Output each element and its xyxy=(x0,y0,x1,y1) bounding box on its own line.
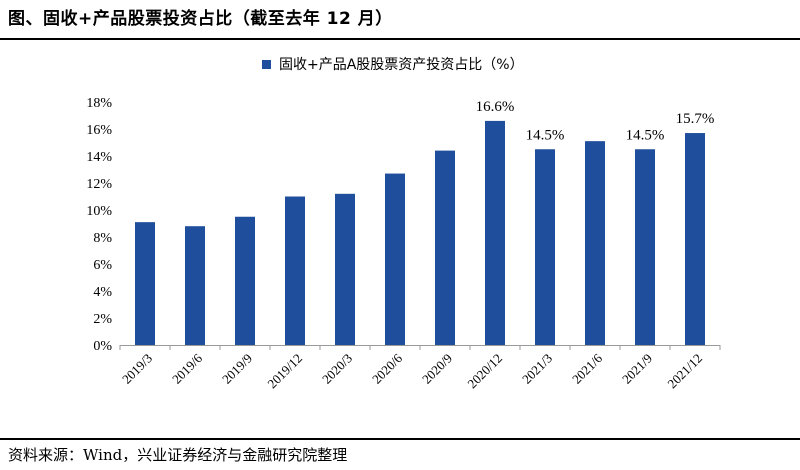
y-tick-label: 14% xyxy=(86,150,112,165)
y-tick-label: 2% xyxy=(93,312,112,327)
data-label: 16.6% xyxy=(476,99,515,115)
x-tick-label: 2021/12 xyxy=(664,351,705,392)
y-tick-label: 18% xyxy=(86,96,112,111)
y-tick-label: 0% xyxy=(93,339,112,354)
y-tick-label: 6% xyxy=(93,258,112,273)
x-tick-label: 2019/6 xyxy=(169,350,205,386)
y-tick-label: 10% xyxy=(86,204,112,219)
x-tick-label: 2021/6 xyxy=(569,350,605,386)
bar xyxy=(185,226,205,345)
bar xyxy=(335,193,355,345)
bottom-rule xyxy=(0,438,800,440)
y-tick-label: 8% xyxy=(93,231,112,246)
y-tick-label: 16% xyxy=(86,123,112,138)
y-tick-label: 4% xyxy=(93,285,112,300)
data-label: 14.5% xyxy=(526,127,565,143)
x-tick-label: 2019/3 xyxy=(119,351,155,387)
x-tick-label: 2021/9 xyxy=(619,351,655,387)
x-tick-label: 2020/6 xyxy=(369,350,405,386)
bar xyxy=(285,196,305,345)
bar xyxy=(135,222,155,345)
data-label: 15.7% xyxy=(676,111,715,127)
x-tick-label: 2019/9 xyxy=(219,351,255,387)
legend-label: 固收+产品A股股票资产投资占比（%） xyxy=(279,57,524,73)
data-label: 14.5% xyxy=(626,127,665,143)
x-tick-label: 2020/12 xyxy=(464,351,505,392)
x-tick-label: 2020/3 xyxy=(319,351,355,387)
source-note: 资料来源：Wind，兴业证券经济与金融研究院整理 xyxy=(8,446,348,464)
top-rule xyxy=(0,38,800,40)
bar xyxy=(235,216,255,345)
x-tick-label: 2019/12 xyxy=(264,351,305,392)
bar xyxy=(435,150,455,345)
x-tick-label: 2020/9 xyxy=(419,351,455,387)
bar xyxy=(585,141,605,345)
y-tick-label: 12% xyxy=(86,177,112,192)
bar xyxy=(635,149,655,345)
figure-title: 图、固收+产品股票投资占比（截至去年 12 月） xyxy=(8,9,393,29)
bar xyxy=(385,173,405,345)
x-tick-label: 2021/3 xyxy=(519,351,555,387)
bar xyxy=(685,133,705,345)
bar-chart: 固收+产品A股股票资产投资占比（%） 0% 2% 4% 6% 8% 10% 12% 14% 16%… xyxy=(86,57,721,392)
legend-swatch xyxy=(262,60,271,69)
bar xyxy=(535,149,555,345)
bar xyxy=(485,120,505,346)
